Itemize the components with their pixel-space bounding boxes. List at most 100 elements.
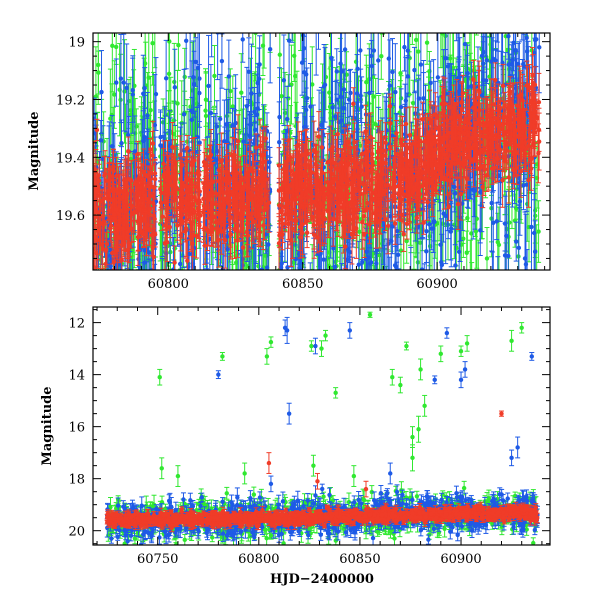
top-data-point: [277, 52, 283, 57]
top-data-point: [225, 322, 229, 326]
top-data-point: [364, 277, 368, 281]
top-data-point: [224, 122, 229, 127]
top-data-point: [418, 62, 424, 67]
top-data-point: [387, 214, 393, 219]
top-data-point: [104, 298, 108, 302]
top-data-point: [520, 0, 524, 4]
top-data-point: [371, 283, 375, 287]
top-data-point: [105, 338, 109, 342]
top-data-point: [474, 4, 478, 8]
top-data-point: [452, 184, 457, 190]
top-data-point: [413, 37, 419, 43]
top-data-point: [506, 34, 511, 39]
top-data-point: [197, 76, 202, 81]
top-data-point: [176, 383, 180, 387]
top-data-point: [245, 392, 249, 396]
top-data-point: [379, 54, 384, 59]
top-data-point: [469, 286, 473, 290]
top-data-point: [404, 238, 409, 244]
top-data-point: [223, 307, 227, 311]
top-data-point: [224, 113, 230, 119]
top-data-point: [386, 56, 392, 61]
top-data-point: [469, 231, 474, 236]
top-data-point: [179, 355, 183, 359]
top-data-point: [236, 279, 240, 283]
top-data-point: [357, 229, 362, 234]
top-data-point: [192, 24, 196, 28]
top-data-point: [286, 38, 292, 43]
top-data-point: [259, 267, 265, 270]
top-data-point: [256, 328, 260, 332]
top-data-point: [242, 250, 247, 255]
top-data-point: [394, 338, 398, 342]
top-data-point: [338, 325, 342, 329]
top-data-point: [362, 274, 366, 278]
top-data-point: [525, 276, 529, 280]
top-data-point: [373, 122, 378, 127]
top-data-point: [495, 239, 500, 245]
top-data-point: [239, 90, 244, 95]
top-data-point: [344, 257, 350, 263]
top-data-point: [244, 275, 248, 279]
top-data-point: [278, 301, 282, 305]
top-data-point: [235, 273, 239, 277]
top-data-point: [279, 93, 284, 99]
top-data-point: [388, 274, 392, 278]
top-data-point: [479, 46, 484, 52]
top-data-point: [133, 327, 137, 331]
top-data-point: [256, 263, 261, 269]
top-data-point: [404, 292, 408, 296]
top-data-point: [536, 229, 541, 234]
top-data-point: [453, 246, 459, 251]
top-data-point: [369, 3, 373, 7]
top-data-point: [296, 309, 300, 313]
top-data-point: [379, 279, 383, 283]
top-data-point: [225, 320, 229, 324]
top-data-point: [343, 292, 347, 296]
top-data-point: [468, 276, 472, 280]
top-data-point: [330, 105, 335, 110]
top-data-point: [484, 256, 490, 261]
top-data-point: [251, 7, 255, 11]
top-data-point: [376, 310, 380, 314]
top-data-point: [167, 39, 172, 44]
top-data-point: [126, 98, 132, 104]
top-data-point: [168, 241, 173, 246]
top-data-point: [485, 16, 489, 20]
top-data-point: [457, 14, 461, 18]
top-data-point: [248, 389, 252, 393]
top-data-point: [193, 321, 197, 325]
top-data-point: [145, 113, 150, 118]
top-data-point: [176, 42, 181, 48]
top-data-point: [473, 229, 479, 234]
top-data-point: [182, 74, 187, 80]
top-data-point: [231, 271, 235, 275]
top-data-point: [210, 374, 214, 378]
top-data-point: [534, 270, 538, 274]
top-data-point: [290, 16, 294, 20]
top-data-point: [461, 19, 465, 23]
top-data-point: [522, 256, 528, 261]
top-data-point: [439, 14, 443, 18]
top-data-point: [289, 334, 293, 338]
top-panel-data: [93, 0, 542, 402]
top-data-point: [374, 274, 378, 278]
top-data-point: [129, 286, 133, 290]
top-data-point: [136, 314, 140, 318]
top-data-point: [191, 278, 195, 282]
top-data-point: [244, 281, 248, 285]
top-data-point: [345, 398, 349, 402]
top-data-point: [494, 2, 498, 6]
top-data-point: [127, 380, 131, 384]
top-data-point: [323, 286, 327, 290]
top-data-point: [212, 73, 217, 79]
top-data-point: [537, 45, 542, 50]
top-data-point: [98, 138, 104, 143]
top-data-point: [191, 279, 195, 283]
top-data-point: [104, 320, 108, 324]
top-data-point: [328, 13, 332, 17]
top-data-point: [364, 80, 369, 85]
top-data-point: [529, 224, 534, 230]
top-data-point: [281, 317, 285, 321]
top-data-point: [412, 67, 417, 73]
